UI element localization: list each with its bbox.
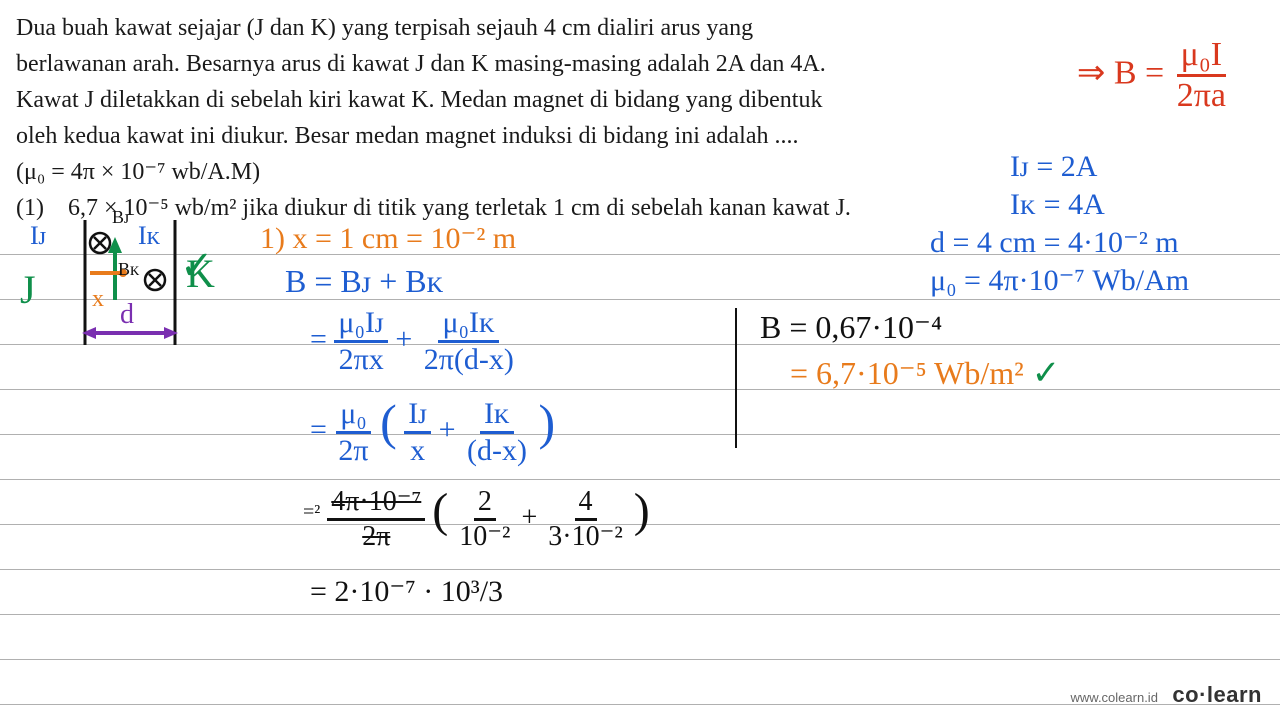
given-Ik: Iᴋ = 4A	[1010, 188, 1105, 221]
diagram-label-Ik: Iᴋ	[138, 222, 161, 251]
result-B-step1: B = 0,67·10⁻⁴	[760, 310, 942, 345]
fact-b-num: Iᴋ	[480, 399, 514, 434]
step-numeric: =² 4π·10⁻⁷ 2π ( 2 10⁻² + 4 3·10⁻² )	[303, 485, 650, 551]
problem-line-2: berlawanan arah. Besarnya arus di kawat …	[16, 46, 826, 82]
step-frac-line1: = μ₀Iᴊ 2πx + μ₀Iᴋ 2π(d-x)	[310, 308, 518, 375]
exp2-annot: =²	[303, 501, 320, 523]
frac1-den: 2πx	[335, 343, 388, 375]
fact-lead-num: μ₀	[336, 399, 371, 434]
check-k-icon: ✓	[180, 244, 214, 288]
diagram-label-d: d	[120, 300, 134, 331]
problem-line-3: Kawat J diletakkan di sebelah kiri kawat…	[16, 82, 822, 118]
diagram-label-x: x	[92, 286, 104, 312]
num-b-num: 4	[575, 488, 597, 521]
fact-a-num: Iᴊ	[404, 399, 431, 434]
problem-line-4: oleh kedua kawat ini diukur. Besar medan…	[16, 118, 798, 154]
num-a-den: 10⁻²	[455, 521, 514, 551]
step-result: = 2·10⁻⁷ · 10³/3	[310, 575, 503, 608]
frac1-num: μ₀Iᴊ	[334, 308, 387, 343]
step-factored: = μ₀ 2π ( Iᴊ x + Iᴋ (d-x) )	[310, 395, 555, 466]
given-Ij: Iᴊ = 2A	[1010, 150, 1097, 183]
frac2-num: μ₀Iᴋ	[438, 308, 499, 343]
result-B-final-text: = 6,7·10⁻⁵ Wb/m²	[790, 355, 1024, 391]
num-b-den: 3·10⁻²	[544, 521, 627, 551]
diagram-label-J: J	[20, 268, 36, 312]
num-lead-num: 4π·10⁻⁷	[327, 488, 425, 521]
diagram-label-Ij: Iᴊ	[30, 222, 46, 251]
formula-denominator: 2πa	[1173, 77, 1230, 113]
num-lead-den: 2π	[358, 521, 394, 551]
formula-B-label: B =	[1114, 54, 1164, 91]
formula-arrow-icon: ⇒	[1077, 54, 1106, 91]
check-icon: ✓	[1032, 355, 1061, 392]
fact-a-den: x	[406, 434, 429, 466]
given-mu0: μ₀ = 4π·10⁻⁷ Wb/Am	[930, 264, 1189, 297]
vertical-divider	[735, 308, 737, 448]
problem-line-1: Dua buah kawat sejajar (J dan K) yang te…	[16, 10, 753, 46]
watermark-url: www.colearn.id	[1071, 690, 1158, 705]
frac2-den: 2π(d-x)	[420, 343, 518, 375]
given-d: d = 4 cm = 4·10⁻² m	[930, 226, 1179, 259]
plus-3: +	[521, 502, 537, 533]
plus-2: +	[439, 413, 456, 446]
problem-line-5: (μ₀ = 4π × 10⁻⁷ wb/A.M)	[16, 154, 260, 190]
step-B-sum: B = Bᴊ + Bᴋ	[285, 264, 444, 299]
formula-numerator: μ₀I	[1177, 38, 1226, 77]
fact-b-den: (d-x)	[463, 434, 531, 466]
fact-lead-den: 2π	[334, 434, 372, 466]
result-B-final: = 6,7·10⁻⁵ Wb/m² ✓	[790, 355, 1060, 392]
formula-fraction: μ₀I 2πa	[1173, 38, 1230, 113]
plus-1: +	[395, 322, 412, 355]
watermark: www.colearn.id co·learn	[1071, 682, 1263, 708]
num-a-num: 2	[474, 488, 496, 521]
formula-magnetic-field: ⇒ B = μ₀I 2πa	[1077, 38, 1230, 113]
step-1-header: 1) x = 1 cm = 10⁻² m	[260, 222, 516, 255]
watermark-brand: co·learn	[1172, 682, 1262, 707]
diagram-label-Bk: Bᴋ	[118, 260, 140, 280]
diagram-label-Bj: Bᴊ	[112, 208, 129, 228]
